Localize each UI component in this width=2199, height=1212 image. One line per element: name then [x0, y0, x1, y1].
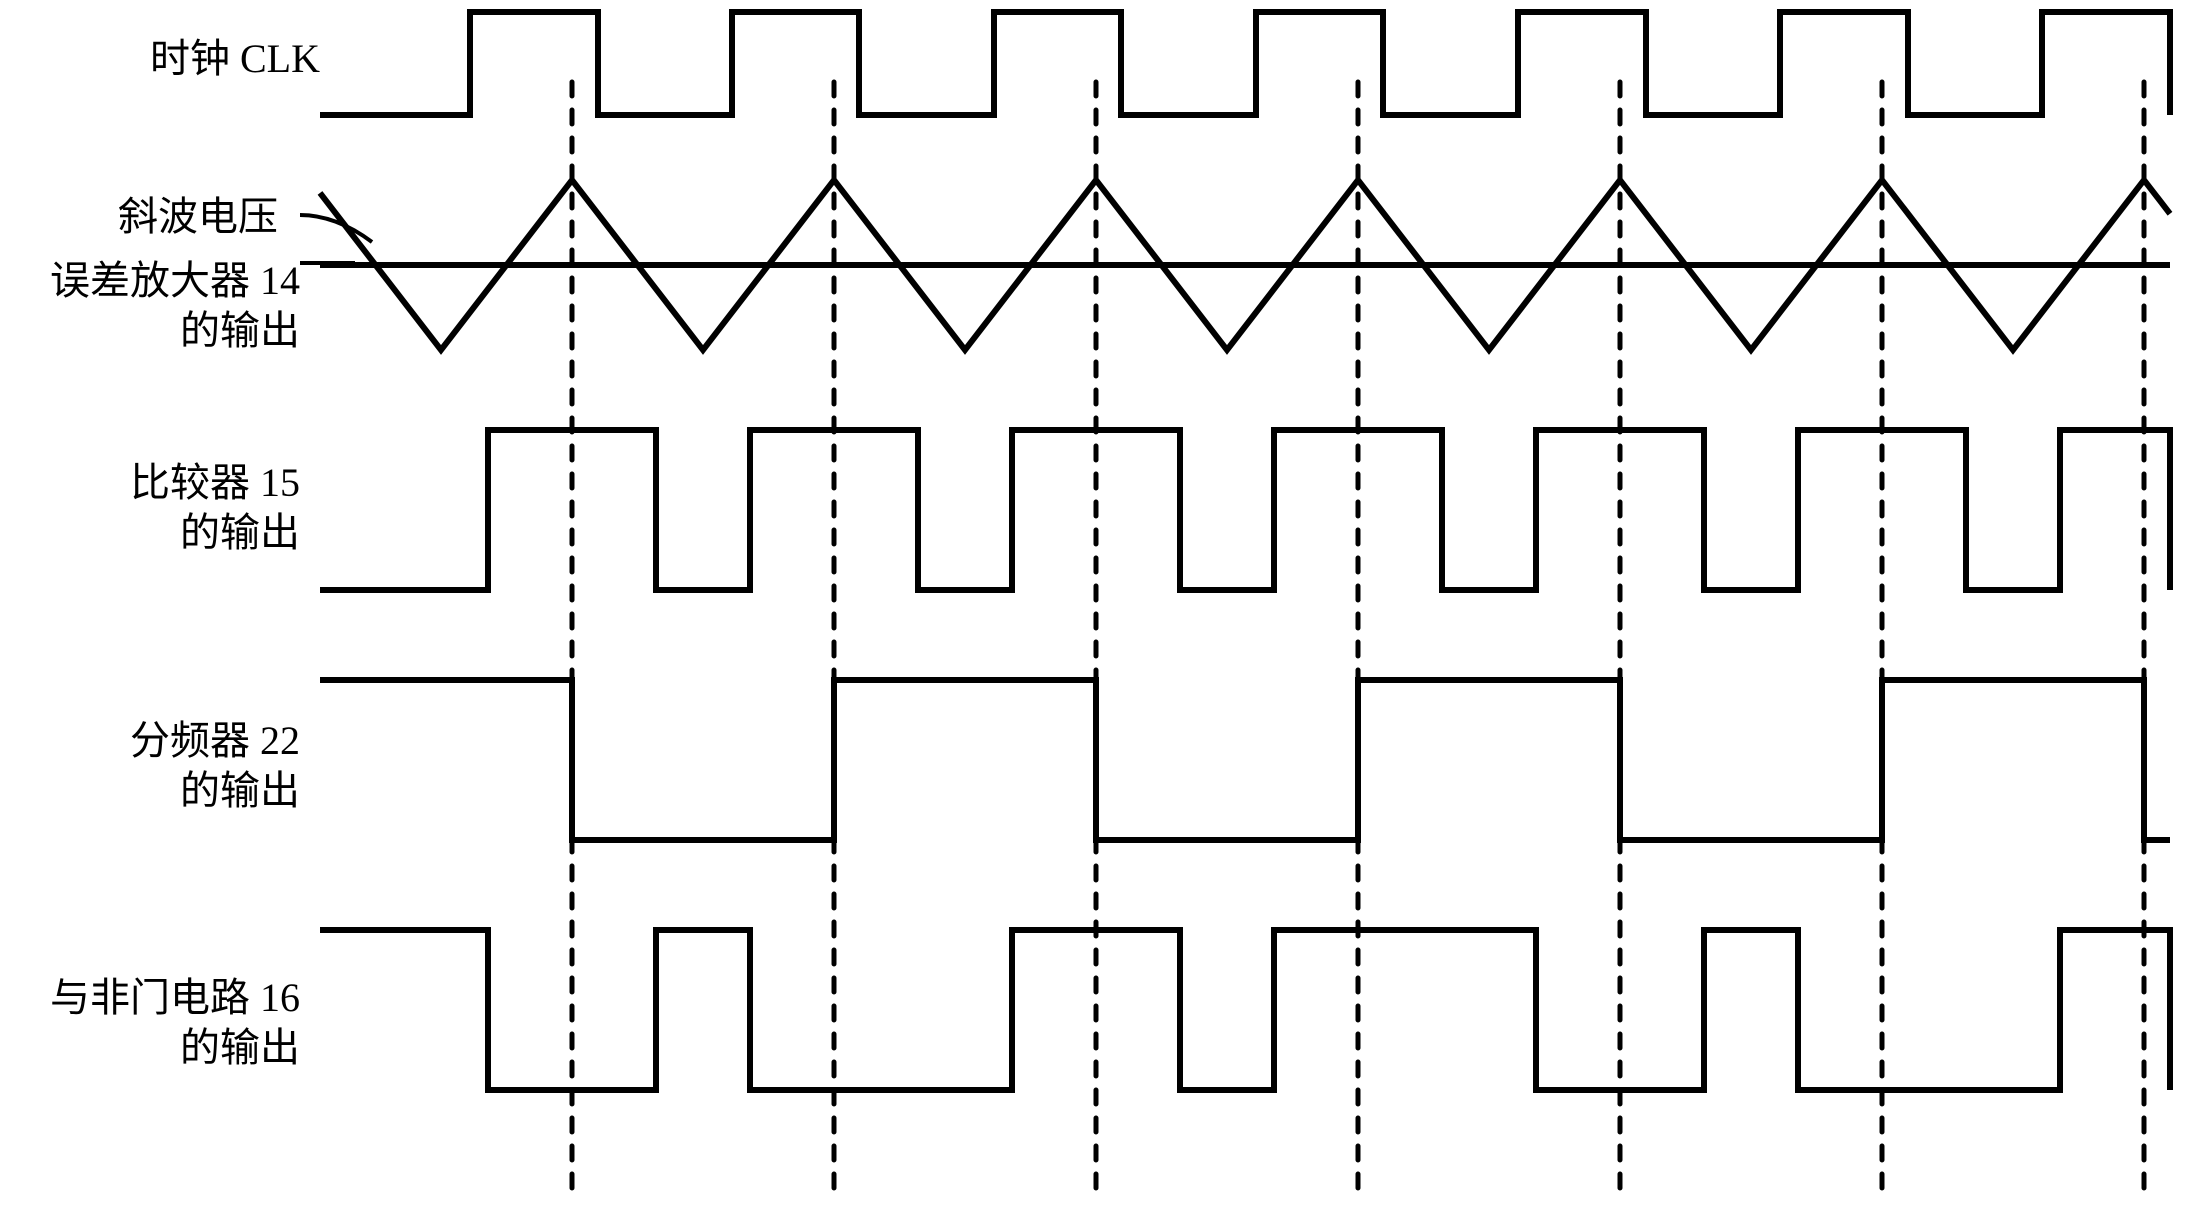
waveform-svg: [0, 0, 2199, 1212]
timing-diagram: 时钟 CLK 斜波电压 误差放大器 14 的输出 比较器 15 的输出 分频器 …: [0, 0, 2199, 1212]
